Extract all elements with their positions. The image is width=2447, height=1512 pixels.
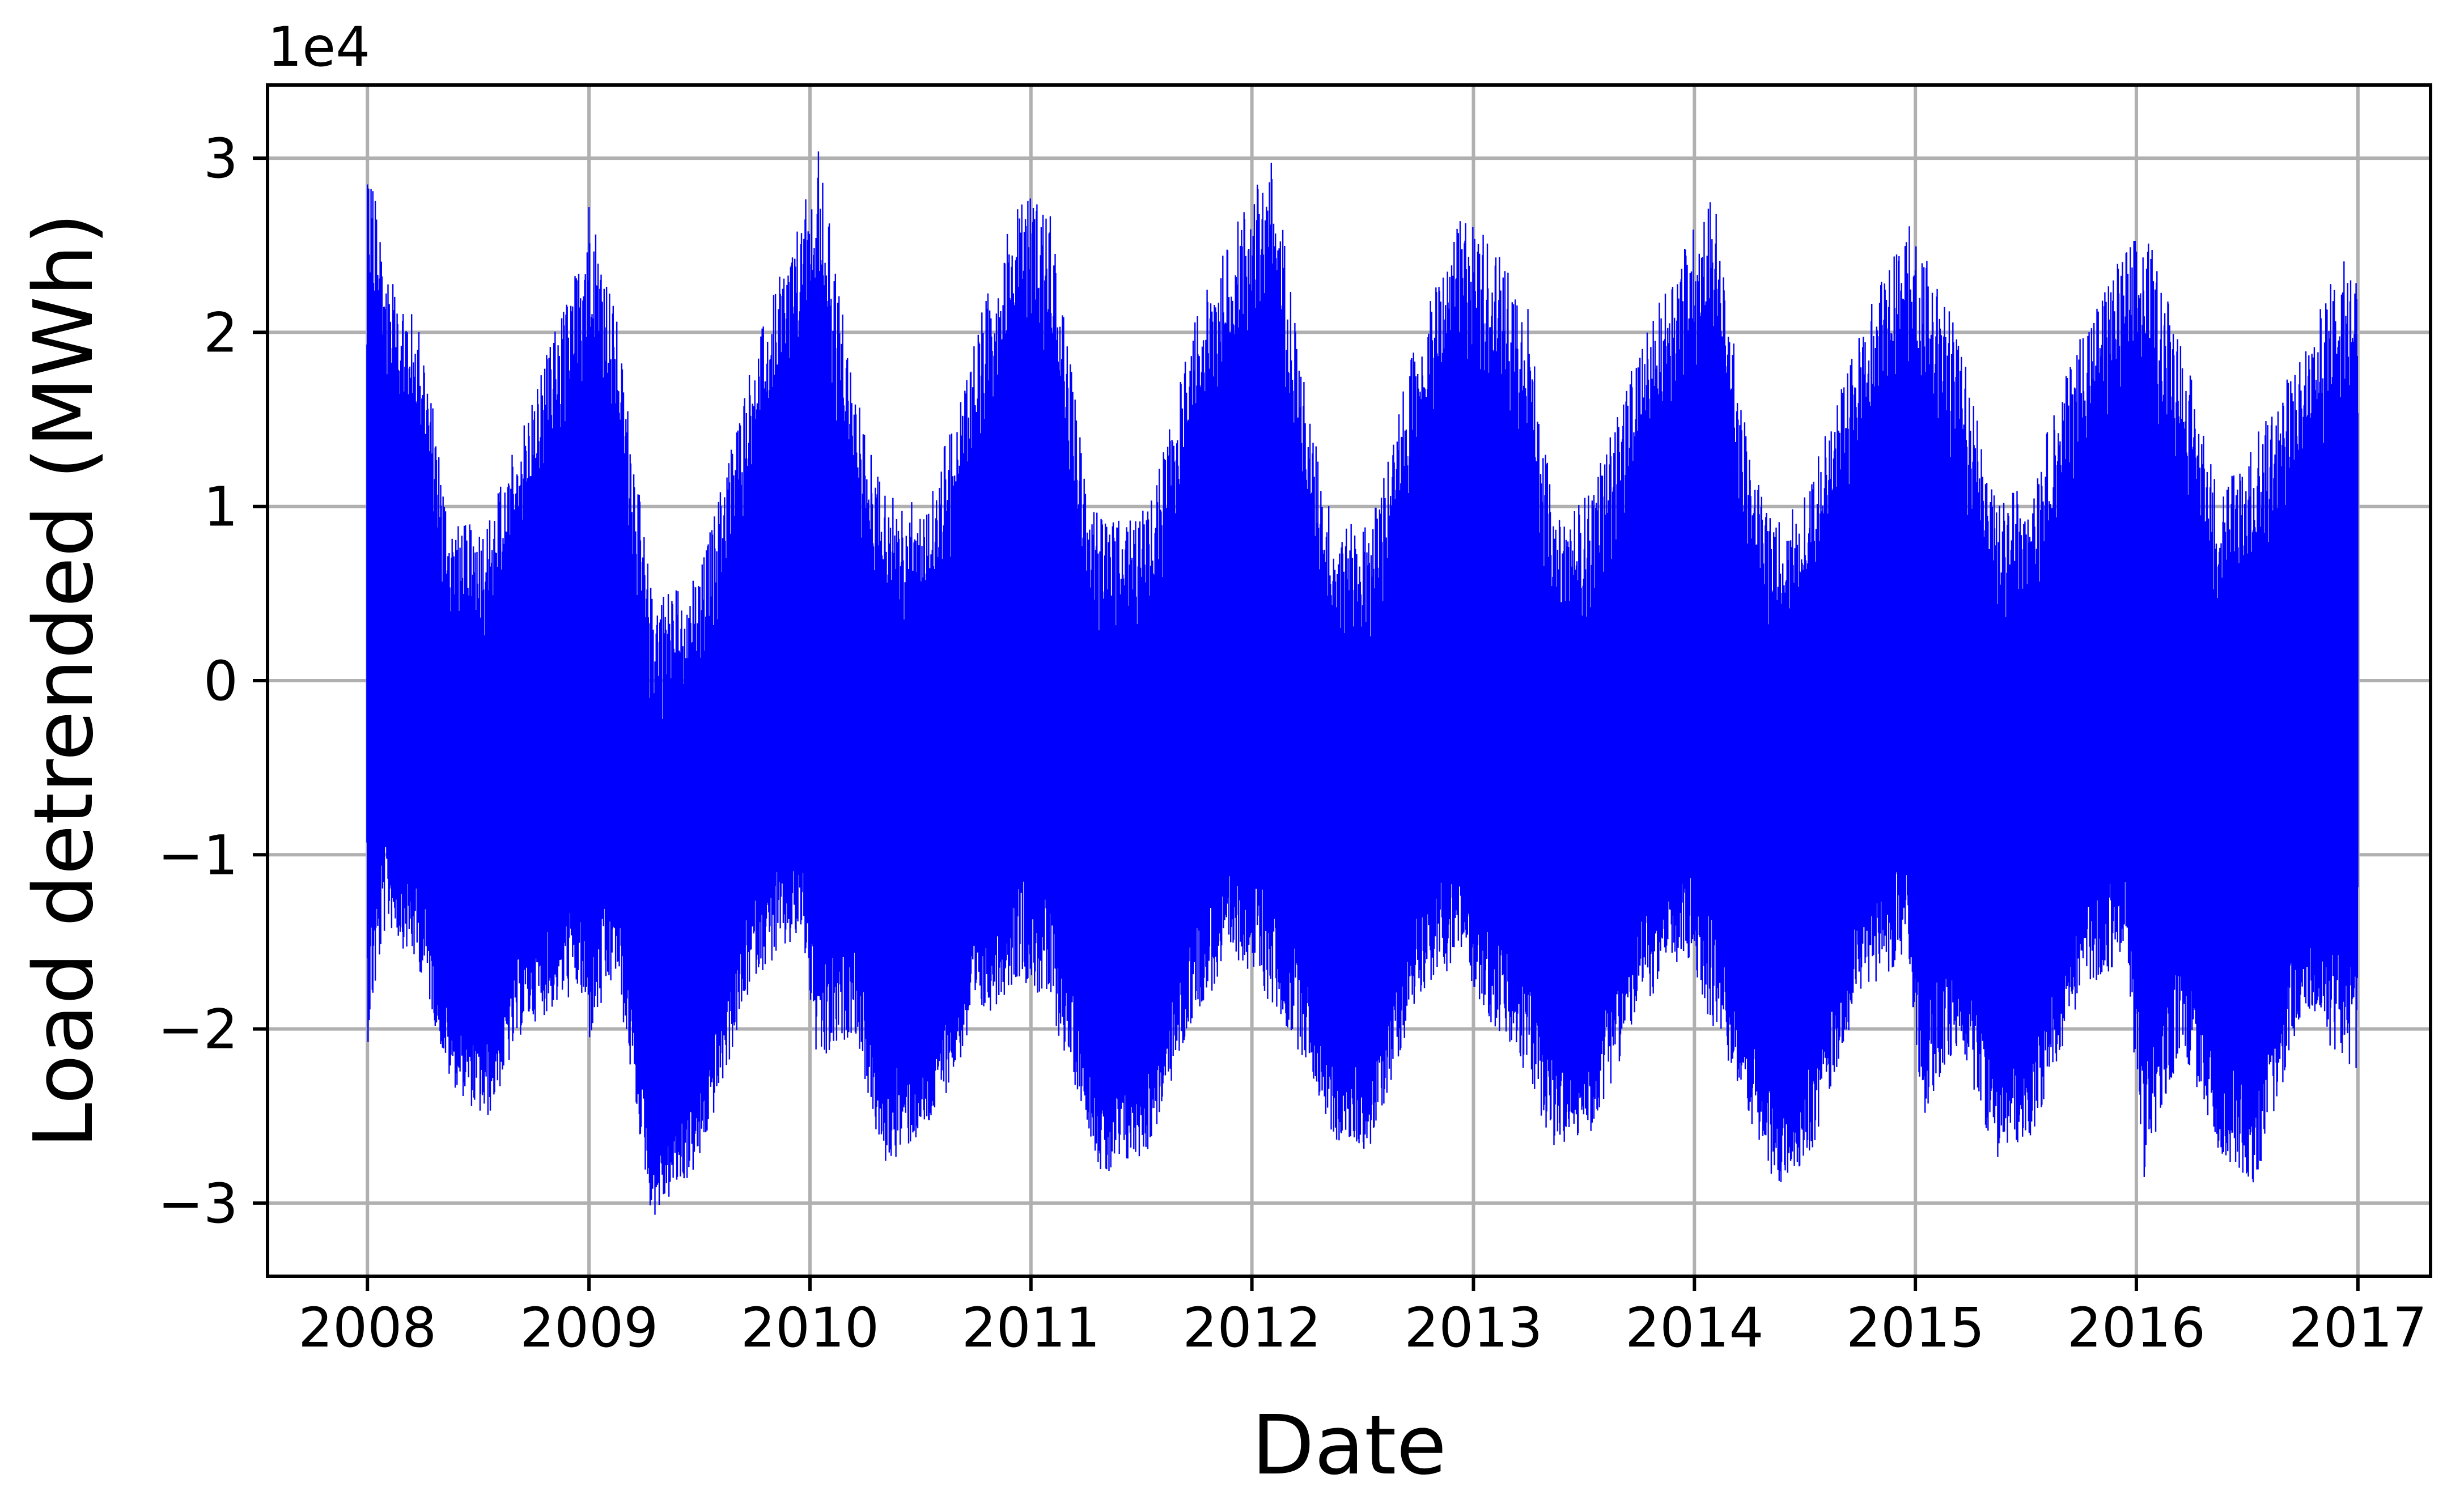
x-tick-label: 2011 <box>962 1296 1100 1360</box>
y-axis-offset-label: 1e4 <box>268 15 370 79</box>
x-tick-label: 2010 <box>741 1296 879 1360</box>
x-tick-label: 2017 <box>2289 1296 2427 1360</box>
x-axis: 2008 2009 2010 2011 2012 2013 2014 2015 2016 2017 <box>298 1276 2427 1360</box>
x-tick-label: 2013 <box>1404 1296 1542 1360</box>
y-tick-label: 2 <box>203 301 238 364</box>
y-tick-label: 3 <box>203 127 238 190</box>
y-tick-label: −1 <box>158 823 238 887</box>
y-tick-label: −2 <box>158 998 238 1061</box>
x-tick-label: 2012 <box>1182 1296 1321 1360</box>
x-tick-label: 2015 <box>1846 1296 1984 1360</box>
x-tick-label: 2008 <box>298 1296 436 1360</box>
series-line-core <box>366 344 2359 1080</box>
y-tick-label: 1 <box>203 475 238 539</box>
data-layer <box>366 151 2359 1215</box>
y-axis: 3 2 1 0 −1 −2 −3 <box>158 127 268 1235</box>
y-axis-label: Load detrended (MWh) <box>16 213 111 1148</box>
x-tick-label: 2009 <box>520 1296 658 1360</box>
x-tick-label: 2014 <box>1625 1296 1763 1360</box>
x-axis-label: Date <box>1252 1398 1447 1493</box>
y-tick-label: 0 <box>203 649 238 713</box>
y-tick-label: −3 <box>158 1172 238 1235</box>
x-tick-label: 2016 <box>2067 1296 2206 1360</box>
